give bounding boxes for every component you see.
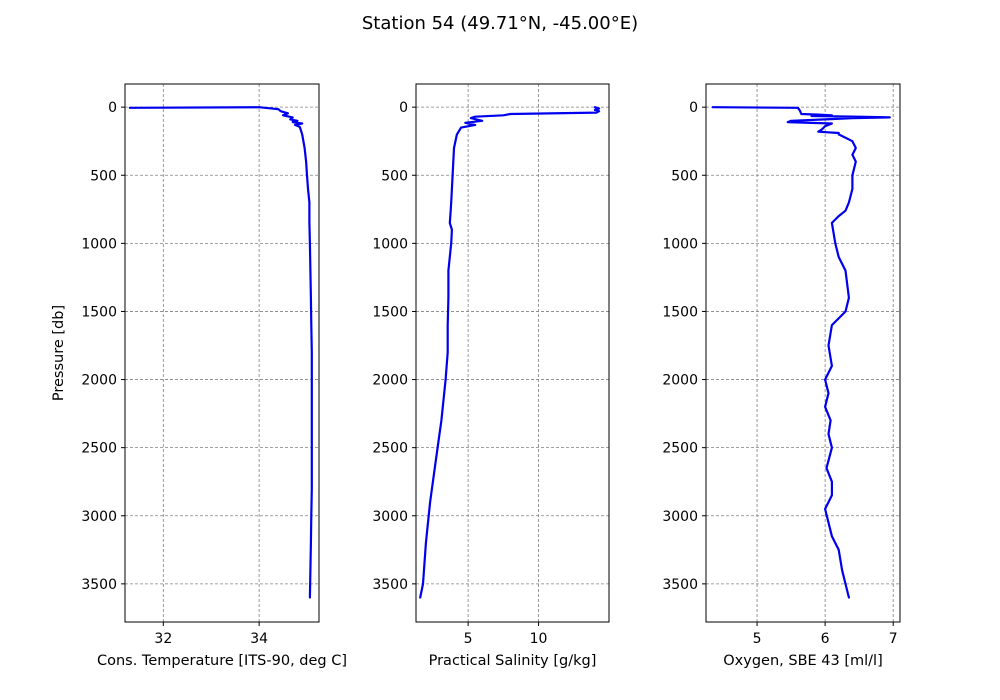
oxygen-xtick-label: 6	[821, 631, 830, 647]
temperature-ytick-label: 3500	[81, 577, 117, 593]
temperature-y-axis-label: Pressure [db]	[51, 305, 67, 401]
oxygen-ytick-label: 3500	[662, 577, 698, 593]
temperature-profile-line	[128, 106, 313, 599]
temperature-ytick-label: 2500	[81, 441, 117, 457]
salinity-ytick-label: 3000	[372, 509, 408, 525]
oxygen-panel: 5 6 7 0 500 1000 1500 2000 2500 3000 3500 Oxygen, S…	[662, 83, 901, 669]
salinity-axes-frame	[415, 83, 610, 623]
salinity-profile-line	[419, 106, 601, 599]
oxygen-profile-line	[711, 106, 891, 599]
salinity-ytick-label: 2500	[372, 441, 408, 457]
oxygen-ytick-label: 0	[689, 100, 698, 116]
temperature-ytick-label: 1000	[81, 236, 117, 252]
oxygen-xtick-label: 7	[889, 631, 898, 647]
temperature-panel: 32 34 0 500 1000 1500 2000 2500 3000 3500 Cons. Te…	[51, 83, 347, 669]
oxygen-ytick-label: 2500	[662, 441, 698, 457]
oxygen-ytick-label: 2000	[662, 373, 698, 389]
salinity-panel: 5 10 0 500 1000 1500 2000 2500 3000 3500 Practical…	[372, 83, 610, 669]
oxygen-ytick-label: 500	[671, 168, 698, 184]
oxygen-xtick-label: 5	[753, 631, 762, 647]
temperature-x-axis-label: Cons. Temperature [ITS-90, deg C]	[97, 653, 347, 669]
salinity-ytick-label: 2000	[372, 373, 408, 389]
salinity-x-axis-label: Practical Salinity [g/kg]	[429, 653, 597, 669]
oxygen-ytick-label: 1500	[662, 304, 698, 320]
figure-title: Station 54 (49.71°N, -45.00°E)	[362, 13, 638, 34]
temperature-axes-frame	[124, 83, 320, 623]
salinity-ytick-label: 1000	[372, 236, 408, 252]
salinity-ytick-label: 500	[381, 168, 408, 184]
salinity-ytick-label: 1500	[372, 304, 408, 320]
salinity-ytick-label: 3500	[372, 577, 408, 593]
oxygen-ytick-label: 1000	[662, 236, 698, 252]
salinity-xtick-label: 5	[464, 631, 473, 647]
temperature-ytick-label: 2000	[81, 373, 117, 389]
temperature-ytick-label: 1500	[81, 304, 117, 320]
oxygen-axes-frame	[705, 83, 901, 623]
salinity-ytick-label: 0	[399, 100, 408, 116]
oxygen-ytick-label: 3000	[662, 509, 698, 525]
temperature-xtick-label: 34	[250, 631, 268, 647]
temperature-xtick-label: 32	[154, 631, 172, 647]
oxygen-x-axis-label: Oxygen, SBE 43 [ml/l]	[723, 653, 882, 669]
temperature-ytick-label: 500	[90, 168, 117, 184]
salinity-xtick-label: 10	[530, 631, 548, 647]
temperature-ytick-label: 0	[108, 100, 117, 116]
temperature-ytick-label: 3000	[81, 509, 117, 525]
